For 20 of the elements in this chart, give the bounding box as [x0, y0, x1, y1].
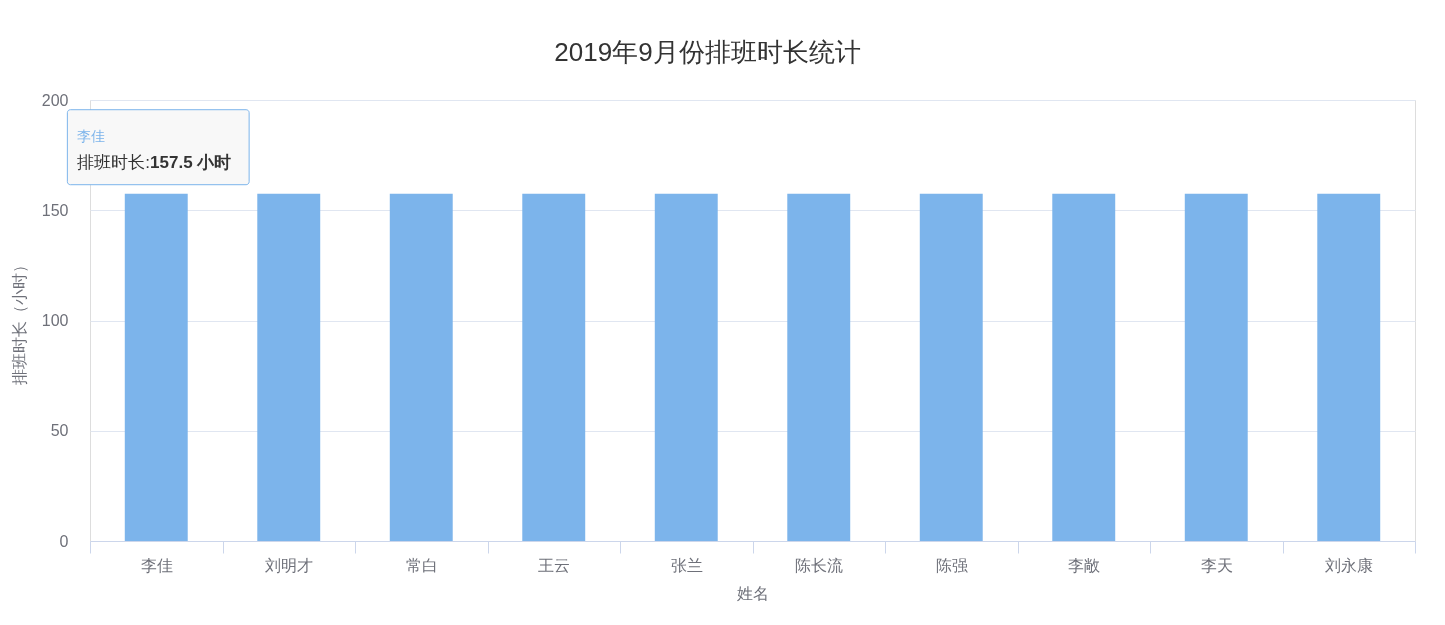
x-tick-label: 张兰	[670, 556, 703, 574]
x-tick-label: 刘永康	[1325, 556, 1374, 574]
y-axis-title: 排班时长（小时）	[10, 257, 28, 385]
x-tick-label: 李天	[1200, 556, 1233, 574]
y-tick-label: 0	[59, 532, 69, 550]
chart-title: 2019年9月份排班时长统计	[554, 37, 861, 67]
y-tick-label: 100	[41, 312, 69, 329]
x-tick-label: 刘明才	[265, 556, 314, 574]
x-tick-label: 陈强	[935, 556, 968, 574]
annotation: 排班时长:157.5 小时	[77, 152, 232, 172]
x-tick-label: 李敞	[1068, 556, 1101, 574]
x-tick-label: 陈长流	[795, 556, 844, 574]
y-tick-label: 150	[41, 201, 69, 219]
annotation: 李佳	[77, 127, 106, 144]
y-tick-label: 50	[50, 422, 69, 440]
x-tick-label: 常白	[405, 556, 438, 574]
x-tick-label: 王云	[538, 556, 571, 574]
x-tick-label: 李佳	[140, 556, 173, 574]
x-axis-title: 姓名	[737, 584, 769, 602]
y-tick-label: 200	[41, 91, 69, 109]
